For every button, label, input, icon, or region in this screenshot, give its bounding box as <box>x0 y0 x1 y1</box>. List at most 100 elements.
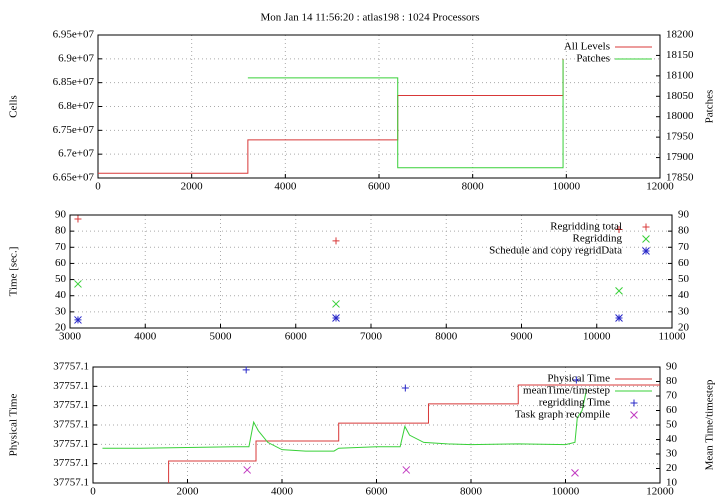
y2-tick-label: 10 <box>666 477 678 489</box>
plot-border <box>97 34 661 179</box>
y-tick-label: 30 <box>55 305 67 317</box>
x-tick-label: 8000 <box>460 486 483 498</box>
y-tick-label: 6.9e+07 <box>58 52 94 64</box>
point-marker <box>615 314 623 322</box>
point-marker <box>74 316 82 324</box>
y2-tick-label: 30 <box>666 448 678 460</box>
y2-tick-label: 40 <box>678 289 690 301</box>
y-tick-label: 37757.1 <box>53 380 89 392</box>
y-tick-label: 80 <box>55 225 67 237</box>
point-marker <box>615 226 623 234</box>
legend-label: Regridding total <box>550 221 622 233</box>
y2-tick-label: 17950 <box>666 131 694 143</box>
y2-tick-label: 18000 <box>666 110 694 122</box>
legend-swatch <box>642 223 650 231</box>
legend-swatch <box>630 399 638 407</box>
y-tick-label: 6.65e+07 <box>53 172 95 184</box>
y-tick-label: 70 <box>55 241 67 253</box>
y-tick-label: 37757.1 <box>53 438 89 450</box>
x-tick-label: 11000 <box>658 331 686 343</box>
y2-axis-title: Mean Time/timestep <box>704 379 716 470</box>
x-tick-label: 6000 <box>368 181 391 193</box>
x-tick-label: 9000 <box>511 331 534 343</box>
y2-tick-label: 17850 <box>666 172 694 184</box>
y-tick-label: 40 <box>55 289 67 301</box>
legend-swatch <box>642 235 650 243</box>
point-marker <box>401 384 409 392</box>
y2-tick-label: 40 <box>666 433 678 445</box>
legend-swatch <box>642 247 650 255</box>
y2-tick-label: 18100 <box>666 69 694 81</box>
x-tick-label: 7000 <box>360 331 383 343</box>
y2-tick-label: 50 <box>678 273 690 285</box>
x-tick-label: 5000 <box>210 331 233 343</box>
y2-tick-label: 30 <box>678 305 690 317</box>
y-tick-label: 37757.1 <box>53 477 89 489</box>
y2-tick-label: 60 <box>666 404 678 416</box>
legend-label: All Levels <box>564 41 610 53</box>
legend-label: Schedule and copy regridData <box>489 245 622 257</box>
y-tick-label: 37757.1 <box>53 399 89 411</box>
x-tick-label: 6000 <box>285 331 308 343</box>
plot-border <box>92 366 661 484</box>
point-marker <box>615 287 623 295</box>
x-tick-label: 3000 <box>59 331 82 343</box>
y-tick-label: 6.7e+07 <box>58 148 94 160</box>
y2-tick-label: 60 <box>678 257 690 269</box>
x-tick-label: 2000 <box>181 181 204 193</box>
chart-title: Mon Jan 14 11:56:20 : atlas198 : 1024 Pr… <box>261 12 480 24</box>
y-tick-label: 50 <box>55 273 67 285</box>
legend-label: regridding Time <box>539 397 610 409</box>
point-marker <box>74 280 82 288</box>
series-line <box>247 59 564 169</box>
x-tick-label: 0 <box>90 486 96 498</box>
y2-tick-label: 80 <box>666 375 678 387</box>
point-marker <box>243 466 252 474</box>
y2-tick-label: 18200 <box>666 29 694 41</box>
legend-label: meanTime/timestep <box>523 385 610 397</box>
y-tick-label: 37757.1 <box>53 361 89 373</box>
x-tick-label: 8000 <box>462 181 485 193</box>
x-tick-label: 6000 <box>366 486 389 498</box>
y-tick-label: 37757.1 <box>53 419 89 431</box>
point-marker <box>74 215 82 223</box>
y2-axis-title: Patches <box>704 90 716 124</box>
legend-label: Regridding <box>573 233 623 245</box>
point-marker <box>332 314 340 322</box>
point-marker <box>242 366 250 374</box>
y2-tick-label: 18050 <box>666 90 694 102</box>
point-marker <box>571 468 579 477</box>
x-tick-label: 2000 <box>177 486 200 498</box>
y-tick-label: 6.8e+07 <box>58 100 94 112</box>
x-tick-label: 4000 <box>134 331 157 343</box>
y-tick-label: 6.75e+07 <box>53 124 95 136</box>
x-tick-label: 10000 <box>583 331 611 343</box>
x-tick-label: 12000 <box>646 181 674 193</box>
y2-tick-label: 90 <box>666 361 678 373</box>
x-tick-label: 10000 <box>552 486 580 498</box>
y-tick-label: 6.95e+07 <box>53 29 95 41</box>
y-axis-title: Time [sec.] <box>8 247 20 297</box>
x-tick-label: 0 <box>95 181 101 193</box>
y-axis-title: Physical Time <box>8 394 20 457</box>
y-tick-label: 6.85e+07 <box>53 76 95 88</box>
x-tick-label: 10000 <box>553 181 581 193</box>
y2-tick-label: 50 <box>666 419 678 431</box>
y2-tick-label: 80 <box>678 225 690 237</box>
y2-tick-label: 18150 <box>666 49 694 61</box>
point-marker <box>572 376 580 384</box>
x-tick-label: 12000 <box>646 486 674 498</box>
x-tick-label: 4000 <box>274 181 297 193</box>
x-tick-label: 4000 <box>271 486 294 498</box>
y-tick-label: 20 <box>55 322 67 334</box>
series-line <box>168 384 660 483</box>
y2-tick-label: 17900 <box>666 151 694 163</box>
point-marker <box>402 466 411 474</box>
point-marker <box>332 300 340 308</box>
y-axis-title: Cells <box>8 95 20 118</box>
y2-tick-label: 20 <box>666 462 678 474</box>
legend-swatch <box>630 411 638 419</box>
y-tick-label: 37757.1 <box>53 457 89 469</box>
